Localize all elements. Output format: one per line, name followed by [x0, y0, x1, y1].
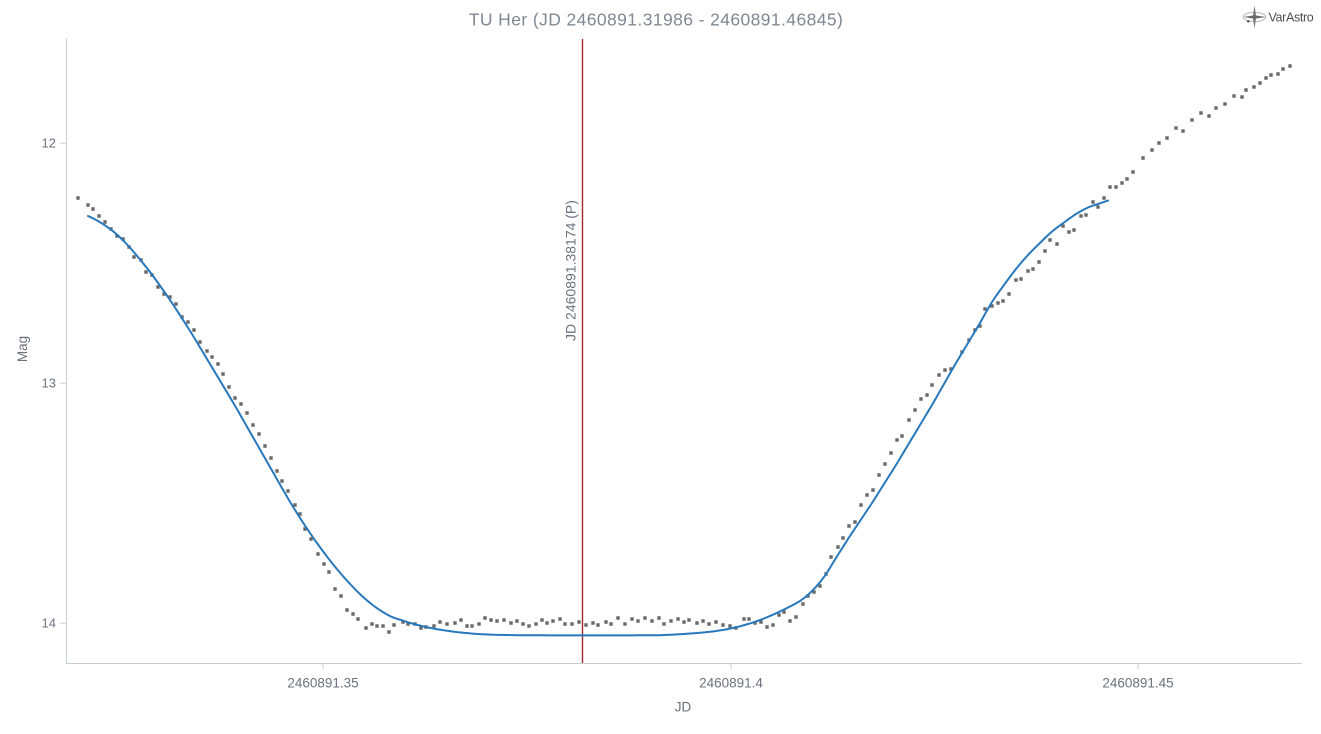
- svg-text:14: 14: [42, 616, 56, 631]
- svg-text:JD: JD: [675, 700, 692, 715]
- svg-text:VarAstro: VarAstro: [1269, 10, 1314, 24]
- svg-text:13: 13: [42, 376, 56, 391]
- svg-text:12: 12: [42, 136, 56, 151]
- svg-text:TU Her (JD 2460891.31986 - 246: TU Her (JD 2460891.31986 - 2460891.46845…: [469, 10, 843, 30]
- svg-text:JD 2460891.38174 (P): JD 2460891.38174 (P): [563, 200, 579, 341]
- svg-text:2460891.4: 2460891.4: [699, 676, 763, 691]
- svg-text:2460891.45: 2460891.45: [1102, 676, 1173, 691]
- svg-text:2460891.35: 2460891.35: [287, 676, 358, 691]
- svg-text:Mag: Mag: [15, 336, 30, 362]
